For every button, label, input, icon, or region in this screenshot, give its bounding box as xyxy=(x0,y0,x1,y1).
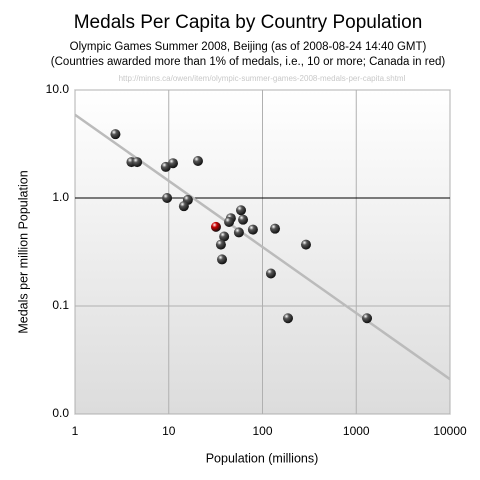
data-point xyxy=(219,231,230,242)
x-tick-label: 1000 xyxy=(343,424,370,438)
source-url: http://minns.ca/owen/item/olympic-summer… xyxy=(119,74,406,83)
y-tick-label: 1.0 xyxy=(52,190,69,204)
data-point xyxy=(362,313,373,324)
data-point xyxy=(300,239,311,250)
x-tick-label: 1 xyxy=(72,424,79,438)
subtitle: Olympic Games Summer 2008, Beijing (as o… xyxy=(70,41,427,53)
data-point xyxy=(236,205,247,216)
y-tick-label: 0.1 xyxy=(52,298,69,312)
y-tick-label: 10.0 xyxy=(46,82,70,96)
subtitle: (Countries awarded more than 1% of medal… xyxy=(51,56,446,68)
x-axis-label: Population (millions) xyxy=(206,451,319,465)
x-tick-label: 10 xyxy=(162,424,176,438)
data-point xyxy=(265,268,276,279)
data-point xyxy=(167,158,178,169)
data-point xyxy=(132,157,143,168)
data-point xyxy=(215,239,226,250)
data-point xyxy=(110,129,121,140)
data-point xyxy=(270,223,281,234)
data-point xyxy=(217,254,228,265)
data-point xyxy=(247,224,258,235)
y-tick-label: 0.0 xyxy=(52,406,69,420)
data-point xyxy=(238,214,249,225)
x-tick-label: 100 xyxy=(252,424,272,438)
data-point xyxy=(162,193,173,203)
data-point xyxy=(210,221,221,232)
data-point xyxy=(282,313,293,324)
y-axis-label: Medals per million Population xyxy=(16,170,30,333)
x-tick-label: 10000 xyxy=(433,424,467,438)
chart-title: Medals Per Capita by Country Population xyxy=(74,12,423,33)
data-point xyxy=(192,156,203,167)
data-point xyxy=(233,227,244,238)
data-point xyxy=(178,201,189,212)
data-point xyxy=(224,216,235,227)
